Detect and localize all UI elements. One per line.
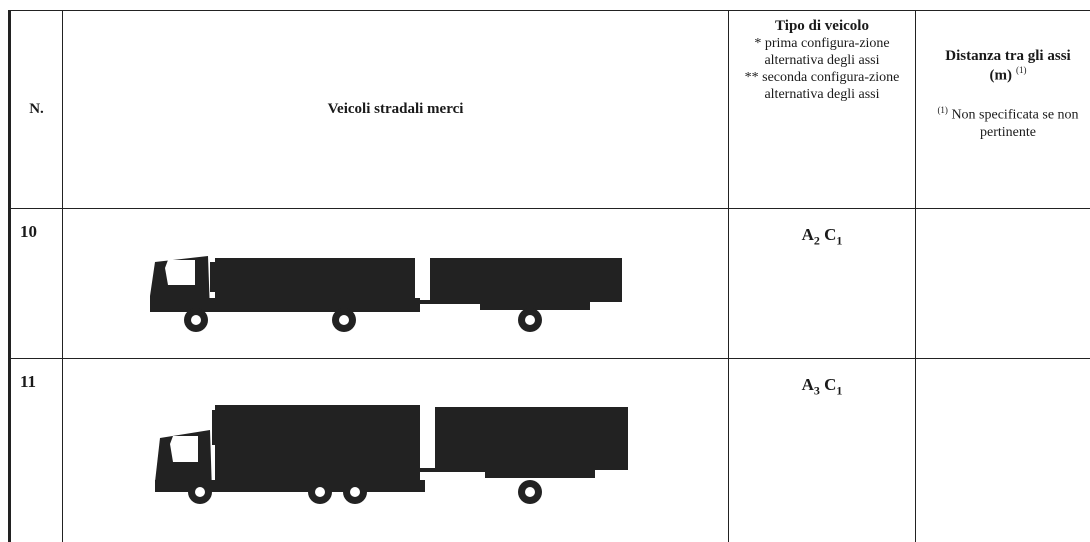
axle-count: 3 [813,383,820,398]
footnote: Non specificata se non pertinente [951,107,1079,140]
header-number: N. [29,100,44,117]
axle-config: A3 C1 [729,375,915,398]
axle-config: A2 C1 [729,225,915,248]
row-number: 10 [20,222,37,241]
border [8,10,11,542]
header-type: Tipo di veicolo * prima configura-zione … [732,18,912,103]
footnote-ref: (1) [1016,65,1027,75]
border [915,10,916,542]
border [8,358,1090,359]
header-distance: Distanza tra gli assi (m) (1) (1) Non sp… [916,48,1090,141]
border [62,10,63,542]
axle: A [801,225,814,244]
footnote-mark: (1) [937,105,948,116]
axle-count: 1 [836,233,843,248]
border [8,10,1090,11]
border [728,10,729,542]
distance-unit: (m) [989,67,1013,84]
truck-10 [150,256,622,332]
axle: C [824,225,837,244]
axle: A [801,375,814,394]
border [8,208,1090,209]
truck-11 [155,405,628,504]
type-title: Tipo di veicolo [775,18,869,34]
distance-title: Distanza tra gli assi [945,48,1071,64]
type-note: ** seconda configura-zione alternativa d… [744,70,900,102]
header-vehicles: Veicoli stradali merci [327,100,464,117]
axle-count: 1 [836,383,843,398]
type-note: * prima configura-zione alternativa degl… [754,36,890,68]
axle-count: 2 [813,233,820,248]
row-number: 11 [20,372,37,391]
axle: C [824,375,837,394]
